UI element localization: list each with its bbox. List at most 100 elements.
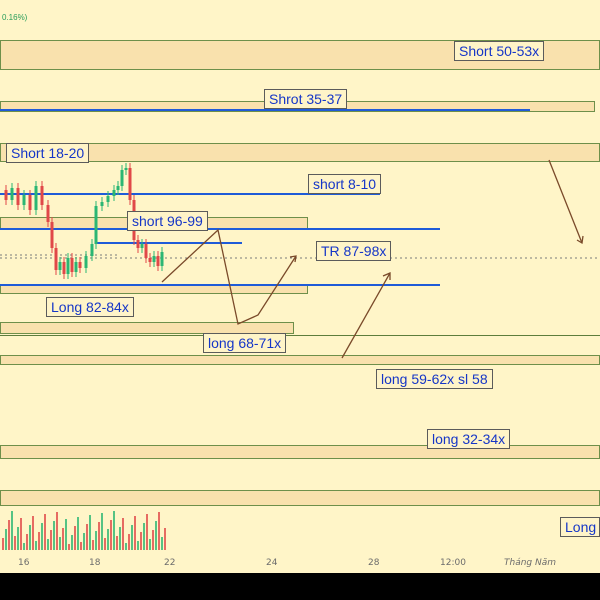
level-line-long-82-84[interactable] — [0, 284, 440, 286]
time-axis-label-22: 22 — [164, 558, 176, 568]
time-axis-label-28: 28 — [368, 558, 380, 568]
candle-body — [84, 256, 88, 268]
volume-bar — [17, 527, 19, 550]
candle-body — [140, 244, 144, 248]
volume-bar — [80, 542, 82, 550]
label-long-82-84[interactable]: Long 82-84x — [46, 297, 134, 317]
volume-bar — [59, 537, 61, 550]
arrowhead-path — [289, 255, 297, 263]
arrowhead-down — [576, 235, 584, 245]
projection-arrow-down — [548, 159, 583, 244]
chart-canvas[interactable]: 0.16%) Short 50-53x Shrot 35-37 Short 18… — [0, 0, 600, 573]
volume-bar — [101, 513, 103, 550]
label-long-32-34[interactable]: long 32-34x — [427, 429, 511, 449]
volume-bar — [32, 516, 34, 550]
volume-bar — [47, 539, 49, 550]
candle-body — [156, 256, 160, 266]
volume-bar — [119, 527, 121, 550]
volume-bar — [110, 520, 112, 550]
time-axis-label-month: Tháng Năm — [504, 558, 557, 568]
volume-bar — [131, 525, 133, 550]
price-change-percent: 0.16%) — [2, 13, 28, 22]
bottom-black-bar — [0, 573, 600, 600]
volume-bar — [56, 512, 58, 550]
projection-arrows — [161, 159, 584, 359]
volume-bar — [20, 518, 22, 550]
time-axis-label-16: 16 — [18, 558, 30, 568]
volume-bar — [125, 543, 127, 550]
candle-body — [116, 186, 120, 190]
label-tr-87-98[interactable]: TR 87-98x — [316, 241, 392, 261]
candle-body — [78, 262, 82, 268]
label-long-59-62[interactable]: long 59-62x sl 58 — [376, 369, 493, 389]
volume-bar — [38, 532, 40, 550]
candle-body — [40, 186, 44, 205]
label-short-18-20[interactable]: Short 18-20 — [6, 143, 90, 163]
volume-bar — [95, 531, 97, 550]
level-line-short-8-10[interactable] — [0, 193, 380, 195]
candle-body — [124, 168, 128, 170]
volume-bar — [107, 529, 109, 550]
candle-body — [136, 240, 140, 248]
volume-bar — [113, 511, 115, 550]
candle-body — [144, 244, 148, 258]
label-long-bottom[interactable]: Long — [560, 517, 600, 537]
volume-bar — [74, 526, 76, 550]
volume-bar — [134, 516, 136, 550]
zone-long-68-71[interactable] — [0, 322, 294, 334]
candle-body — [94, 206, 98, 244]
candle-body — [58, 262, 62, 270]
candle-body — [34, 186, 38, 210]
time-axis-label-18: 18 — [89, 558, 101, 568]
volume-bar — [92, 540, 94, 550]
label-shrot-35-37[interactable]: Shrot 35-37 — [264, 89, 348, 109]
volume-bar — [104, 538, 106, 550]
candle-body — [10, 188, 14, 200]
volume-bar — [140, 532, 142, 550]
time-axis-label-24: 24 — [266, 558, 278, 568]
candle-body — [62, 262, 66, 274]
time-axis-label-1200: 12:00 — [440, 558, 466, 568]
candle-body — [120, 170, 124, 186]
volume-bar — [14, 536, 16, 550]
label-long-68-71[interactable]: long 68-71x — [203, 333, 287, 353]
volume-bar — [77, 517, 79, 550]
price-chart[interactable] — [0, 0, 600, 573]
volume-bar — [116, 536, 118, 550]
volume-bar — [158, 512, 160, 550]
time-axis[interactable] — [0, 552, 600, 573]
projection-arrow-line — [341, 272, 391, 359]
level-line-shrot-35-37[interactable] — [0, 109, 530, 111]
candle-body — [50, 222, 54, 248]
volume-bar — [164, 528, 166, 550]
volume-bar — [137, 541, 139, 550]
candle-body — [106, 196, 110, 202]
volume-bar — [149, 539, 151, 550]
candle-body — [16, 188, 20, 205]
label-short-96-99[interactable]: short 96-99 — [127, 211, 208, 231]
candle-body — [74, 262, 78, 272]
candle-body — [54, 248, 58, 270]
candle-body — [70, 258, 74, 272]
volume-bars — [2, 511, 166, 550]
level-line-mid[interactable] — [95, 242, 242, 244]
projection-path — [161, 228, 297, 325]
candle-body — [22, 195, 26, 205]
candle-body — [28, 195, 32, 210]
label-short-8-10[interactable]: short 8-10 — [308, 174, 382, 194]
arrowhead-line — [382, 272, 391, 280]
volume-bar — [128, 534, 130, 550]
volume-bar — [44, 514, 46, 550]
volume-bar — [53, 521, 55, 550]
volume-bar — [5, 529, 7, 550]
volume-bar — [41, 523, 43, 550]
label-short-50-53[interactable]: Short 50-53x — [454, 41, 545, 61]
volume-bar — [8, 520, 10, 550]
candle-body — [112, 190, 116, 196]
volume-bar — [83, 533, 85, 550]
candle-body — [46, 205, 50, 222]
volume-bar — [65, 519, 67, 550]
volume-bar — [26, 534, 28, 550]
level-line-green[interactable] — [0, 335, 600, 336]
level-line-short-96-99[interactable] — [0, 228, 440, 230]
